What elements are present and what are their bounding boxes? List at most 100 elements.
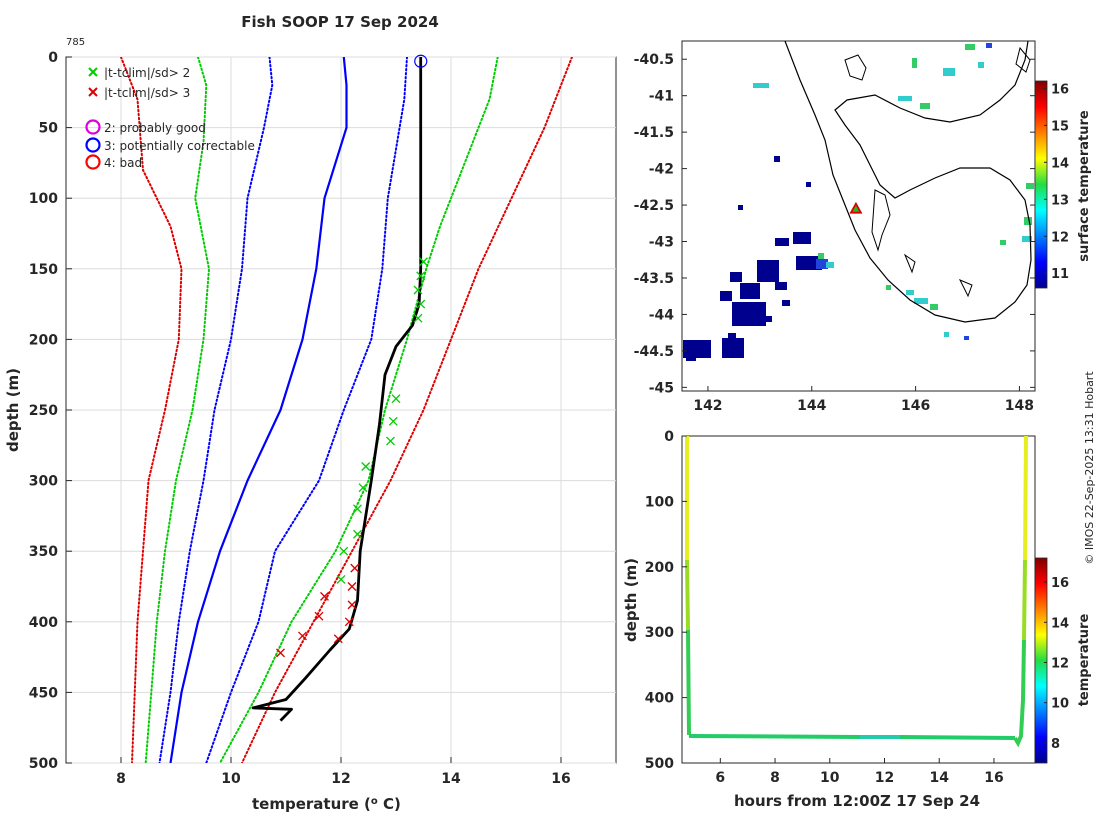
flag-marker-sd2 [386,436,395,446]
flag-marker-sd2 [413,285,423,295]
series-climatology-mean [169,57,348,763]
profile-y-tick-label: 0 [48,50,58,66]
sst-colorbar-tick-label: 15 [1051,119,1069,134]
map-panel: 142 144 146 148 -40.5 -41 -41.5 -42 -42.5 -43 -43… [634,40,1092,414]
time-y-tick-label: 100 [645,494,674,510]
temperature-colorbar-tick-label: 8 [1051,737,1060,752]
time-x-tick-label: 10 [820,770,840,786]
profile-flags-group [276,257,428,658]
flag-marker-sd2 [388,416,398,426]
profile-y-tick-label: 100 [29,191,58,207]
profile-x-ticks: 8 10 12 14 16 [116,757,571,787]
legend-label-bad: 4: bad [104,156,142,170]
series-clim-3-sd [241,57,573,763]
profile-x-label: temperature (o C) [252,795,401,813]
map-y-tick-label: -43.5 [634,271,674,287]
profile-y-tick-label: 150 [29,262,58,278]
map-y-tick-label: -40.5 [634,52,674,68]
legend-marker-sd2 [88,67,98,77]
time-x-tick-label: 8 [770,770,780,786]
flag-marker-sd3 [314,611,324,621]
map-y-tick-label: -42.5 [634,198,674,214]
legend-label-probably-good: 2: probably good [104,121,206,135]
temperature-colorbar-tick-label: 12 [1051,657,1069,672]
profile-panel: Fish SOOP 17 Sep 2024 785 8 10 12 14 16 0 50 1… [4,13,617,813]
coastline-islands [844,46,1031,298]
temperature-colorbar [1034,557,1048,764]
map-y-tick-label: -44 [649,307,675,323]
profile-x-tick-label: 10 [221,771,241,787]
flag-marker-sd3 [347,582,357,591]
profile-legend: |t-tclim|/sd> 2 |t-tclim|/sd> 3 2: proba… [85,66,255,170]
time-y-tick-label: 0 [664,429,674,445]
temperature-colorbar-tick-label: 16 [1051,576,1069,591]
sst-colorbar-tick-label: 13 [1051,193,1069,208]
station-marker [849,201,863,214]
map-y-tick-label: -41 [649,89,674,105]
trace-bottom-left [688,734,861,739]
coastline-tasmania [784,41,1032,323]
map-y-tick-label: -45 [649,380,674,396]
map-y-tick-label: -41.5 [634,125,674,141]
sst-colorbar-tick-label: 16 [1051,82,1069,97]
profile-y-tick-label: 450 [29,685,58,701]
series-clim-2-sd [144,57,210,763]
map-x-ticks: 142 144 146 148 [693,386,1034,414]
profile-y-tick-label: 500 [29,756,58,772]
flag-marker-sd3 [347,600,357,610]
trace-ascent-top [1023,436,1028,561]
sst-colorbar-tick-label: 11 [1051,267,1069,282]
map-x-tick-label: 142 [693,398,722,414]
flag-marker-sd2 [358,483,368,493]
flag-marker-sd3 [320,591,329,601]
time-x-tick-label: 14 [929,770,949,786]
profile-y-tick-label: 300 [29,474,58,490]
flag-marker-sd3 [344,617,354,627]
flag-marker-sd2 [416,299,426,309]
sst-patches [683,43,1034,361]
legend-marker-probably-good [85,119,101,135]
flag-marker-sd3 [333,634,343,644]
flag-marker-sd2 [413,313,423,323]
profile-x-tick-label: 14 [441,771,461,787]
series-clim-1-sd [158,57,274,763]
series-clim-3-sd [120,57,183,763]
flag-marker-sd2 [361,462,371,471]
series-clim-1-sd [205,57,408,763]
legend-label-sd2: |t-tclim|/sd> 2 [104,66,190,80]
time-x-tick-label: 16 [984,770,1003,786]
trace-descent-bottom [686,629,691,736]
trace-ascent-bottom [1013,639,1026,748]
time-y-tick-label: 300 [645,625,674,641]
map-x-tick-label: 146 [901,398,930,414]
profile-x-tick-label: 16 [551,771,570,787]
profile-series-group [120,57,573,763]
time-x-ticks: 6 8 10 12 14 16 [715,758,1004,786]
sst-colorbar-label: surface temperature [1077,110,1092,262]
time-x-label: hours from 12:00Z 17 Sep 24 [734,792,980,810]
flag-marker-sd3 [298,631,307,641]
trace-descent-mid [685,559,690,631]
sst-colorbar-tick-label: 14 [1051,156,1069,171]
map-x-tick-label: 144 [797,398,826,414]
map-y-ticks: -40.5 -41 -41.5 -42 -42.5 -43 -43.5 -44 -44.5 -45 [634,52,1035,396]
profile-y-tick-label: 250 [29,403,58,419]
legend-marker-sd3 [88,87,98,97]
profile-y-tick-label: 50 [39,121,59,137]
flag-marker-sd2 [416,271,426,281]
profile-y-ticks: 0 50 100 150 200 250 300 350 400 450 500 [29,50,72,772]
series-observed-profile [251,57,423,722]
map-content [683,41,1034,361]
time-axes-box [681,435,1036,764]
flag-marker-sd3 [350,563,360,573]
flag-marker-sd2 [339,546,349,556]
flag-marker-sd2 [419,257,428,267]
profile-y-tick-label: 400 [29,615,58,631]
time-trace [685,436,1028,748]
map-y-tick-label: -42 [649,162,674,178]
credit: © IMOS 22-Sep-2025 13:31 Hobart [1083,371,1096,565]
sst-colorbar-tick-label: 12 [1051,230,1069,245]
legend-marker-correctable [85,137,101,153]
time-y-tick-label: 500 [645,756,674,772]
